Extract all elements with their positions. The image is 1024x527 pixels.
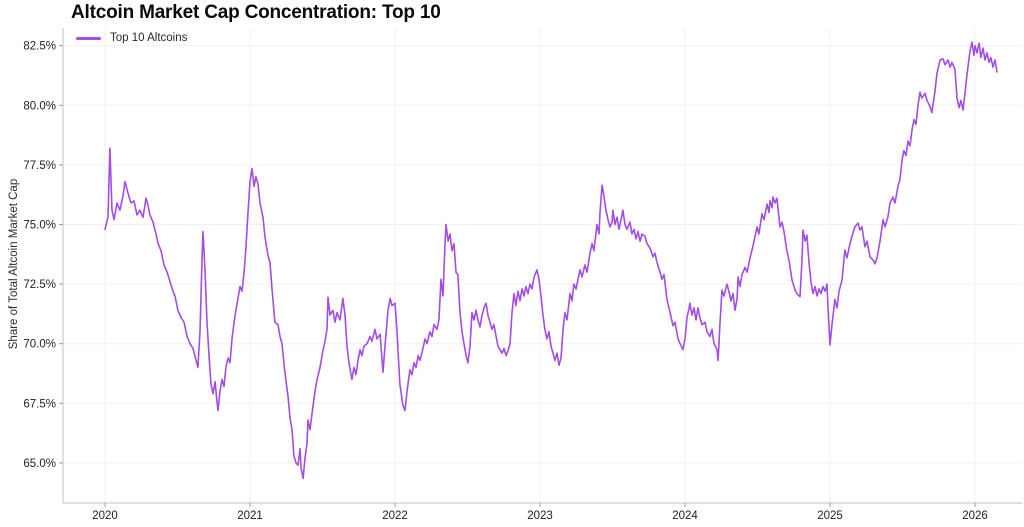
chart-title: Altcoin Market Cap Concentration: Top 10: [71, 2, 441, 23]
legend-series-label: Top 10 Altcoins: [110, 32, 188, 44]
y-tick-label: 70.0%: [23, 339, 56, 351]
x-tick-label: 2026: [962, 510, 988, 522]
y-axis-title: Share of Total Altcoin Market Cap: [8, 178, 20, 350]
x-tick-label: 2025: [817, 510, 843, 522]
x-tick-label: 2023: [527, 510, 553, 522]
y-tick-label: 80.0%: [23, 100, 56, 112]
y-tick-label: 65.0%: [23, 458, 56, 470]
x-tick-label: 2022: [382, 510, 408, 522]
y-tick-label: 72.5%: [23, 279, 56, 291]
y-tick-label: 77.5%: [23, 160, 56, 172]
x-tick-label: 2020: [92, 510, 118, 522]
legend-line-swatch: [76, 36, 101, 40]
y-tick-label: 75.0%: [23, 220, 56, 232]
x-tick-label: 2021: [237, 510, 263, 522]
series-line-top-10-altcoins: [104, 41, 998, 480]
y-tick-label: 67.5%: [23, 398, 56, 410]
legend: Top 10 Altcoins: [76, 31, 187, 45]
x-tick-label: 2024: [672, 510, 698, 522]
y-tick-label: 82.5%: [23, 41, 56, 53]
